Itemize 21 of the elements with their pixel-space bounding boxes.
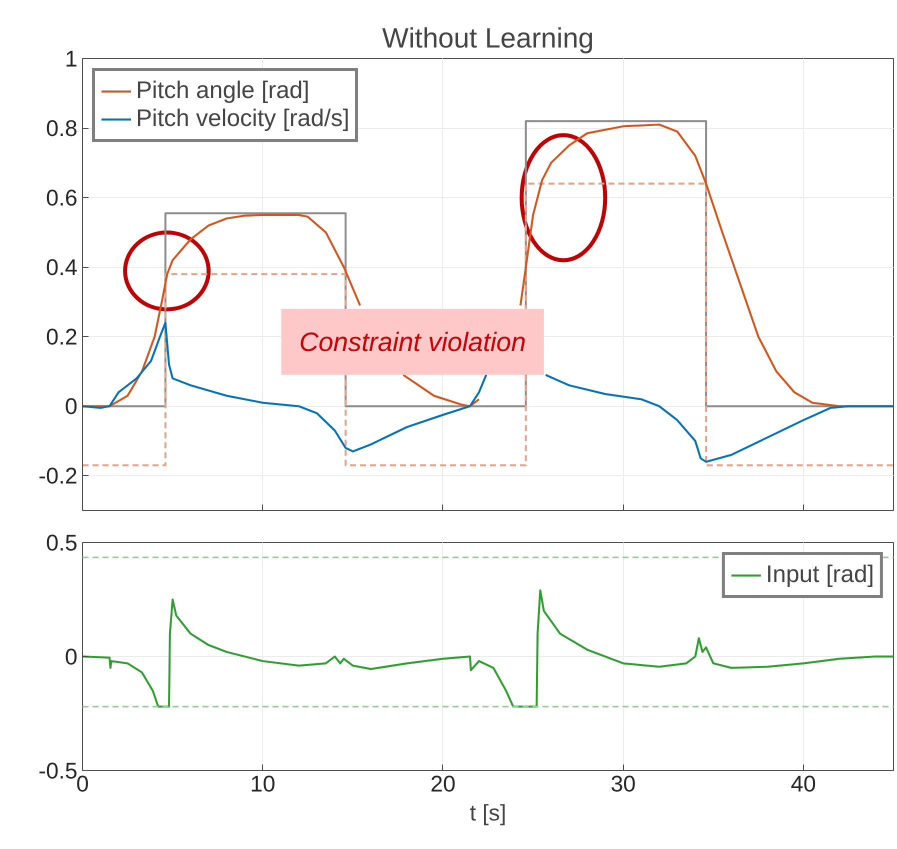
y-tick-label: -0.2 xyxy=(38,462,78,489)
y-tick-label: 0.4 xyxy=(46,254,78,280)
y-tick-label: 0.6 xyxy=(46,184,78,211)
x-tick-label: 10 xyxy=(250,770,276,796)
line-series xyxy=(82,589,894,708)
legend-label: Input [rad] xyxy=(766,561,874,589)
x-axis-title: t [s] xyxy=(470,800,506,826)
y-tick-label: 0 xyxy=(64,393,78,420)
y-tick-label: -0.5 xyxy=(38,758,78,784)
x-tick-label: 40 xyxy=(790,770,816,796)
y-tick-label: 0.5 xyxy=(46,530,78,556)
legend-label: Pitch angle [rad] xyxy=(136,77,310,105)
y-tick-label: 1 xyxy=(64,46,78,72)
legend-label: Pitch velocity [rad/s] xyxy=(136,105,350,133)
annotation: Constraint violation xyxy=(299,326,526,357)
y-tick-label: 0.2 xyxy=(46,324,78,350)
x-tick-label: 30 xyxy=(610,770,636,796)
x-tick-label: 20 xyxy=(430,770,456,796)
chart-title: Without Learning xyxy=(382,22,594,54)
y-tick-label: 0.8 xyxy=(46,115,78,142)
y-tick-label: 0 xyxy=(64,644,78,670)
